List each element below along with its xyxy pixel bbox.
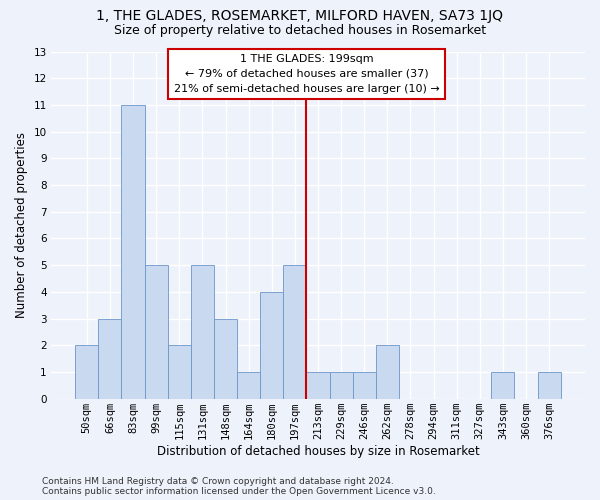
Bar: [376, 346, 399, 399]
Bar: [98, 318, 121, 398]
Text: Size of property relative to detached houses in Rosemarket: Size of property relative to detached ho…: [114, 24, 486, 37]
Text: 1, THE GLADES, ROSEMARKET, MILFORD HAVEN, SA73 1JQ: 1, THE GLADES, ROSEMARKET, MILFORD HAVEN…: [97, 9, 503, 23]
Bar: [121, 105, 145, 399]
Bar: [538, 372, 561, 398]
Bar: [491, 372, 514, 398]
Bar: [75, 346, 98, 399]
Y-axis label: Number of detached properties: Number of detached properties: [15, 132, 28, 318]
Bar: [145, 265, 168, 398]
Bar: [329, 372, 353, 398]
Bar: [237, 372, 260, 398]
Bar: [353, 372, 376, 398]
Bar: [283, 265, 307, 398]
Bar: [260, 292, 283, 399]
Bar: [214, 318, 237, 398]
X-axis label: Distribution of detached houses by size in Rosemarket: Distribution of detached houses by size …: [157, 444, 479, 458]
Bar: [168, 346, 191, 399]
Text: Contains HM Land Registry data © Crown copyright and database right 2024.
Contai: Contains HM Land Registry data © Crown c…: [42, 476, 436, 496]
Text: 1 THE GLADES: 199sqm
← 79% of detached houses are smaller (37)
21% of semi-detac: 1 THE GLADES: 199sqm ← 79% of detached h…: [173, 54, 439, 94]
Bar: [307, 372, 329, 398]
Bar: [191, 265, 214, 398]
